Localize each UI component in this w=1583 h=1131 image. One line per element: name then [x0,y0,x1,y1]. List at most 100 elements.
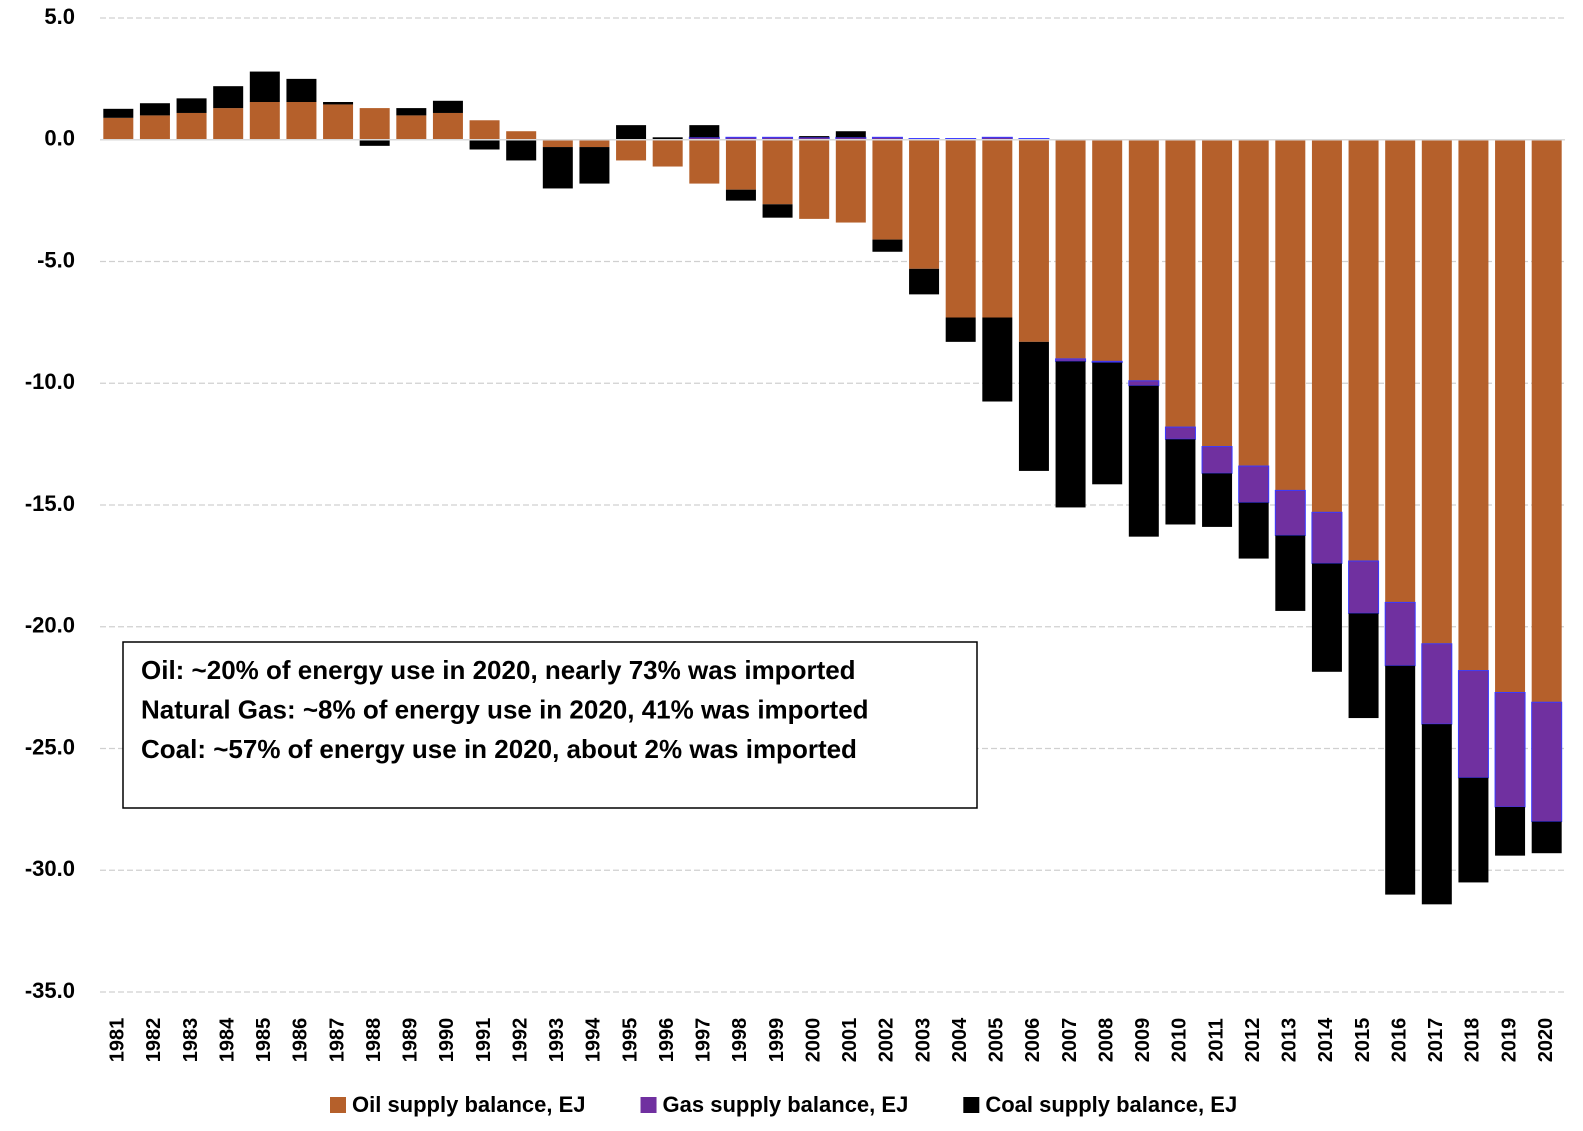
bar [1421,139,1452,644]
x-tick-label: 2001 [839,1018,861,1063]
bar [652,137,683,140]
bar [762,139,793,205]
bar [1165,139,1196,428]
legend-label: Gas supply balance, EJ [663,1092,909,1117]
bar [286,78,317,103]
bar [1238,502,1269,559]
bar [1092,139,1123,362]
x-tick-label: 1988 [363,1018,385,1063]
bar [1531,821,1562,854]
bar [1202,473,1233,527]
x-tick-label: 1987 [326,1018,348,1063]
y-tick-label: -30.0 [25,856,75,881]
y-tick-label: -25.0 [25,734,75,759]
bar [542,139,573,148]
bar [945,139,976,318]
y-tick-label: -20.0 [25,613,75,638]
bar [1348,560,1380,614]
bar [762,204,793,218]
bar [1348,139,1379,562]
bar [689,139,720,184]
bar [249,71,280,103]
x-tick-label: 2014 [1315,1017,1337,1062]
bar [1348,613,1379,719]
bar [1202,139,1233,447]
bar [506,139,537,161]
bar [1421,643,1453,725]
bar [872,139,903,240]
bar [432,100,463,113]
x-tick-label: 1992 [509,1018,531,1063]
bar [616,139,647,161]
x-tick-label: 1981 [107,1018,129,1063]
bar [982,317,1013,402]
bar [1311,511,1343,564]
bar [1495,806,1526,856]
bar [176,98,207,113]
bar [323,102,354,105]
bar [286,102,317,140]
annotation: Coal: ~57% of energy use in 2020, about … [141,734,857,764]
x-tick-label: 1990 [436,1018,458,1063]
y-tick-label: 0.0 [44,126,75,151]
bar [1238,465,1270,504]
bar [359,139,390,146]
legend-label: Oil supply balance, EJ [352,1092,586,1117]
bar [1458,777,1489,883]
y-tick-label: 5.0 [44,4,75,29]
x-tick-label: 1994 [583,1017,605,1062]
bar [1495,139,1526,693]
x-tick-label: 1991 [473,1018,495,1063]
bar [249,102,280,140]
bar [506,131,537,140]
x-tick-label: 1993 [546,1018,568,1063]
bar [213,108,244,140]
x-tick-label: 1998 [729,1018,751,1063]
bar [982,139,1013,318]
x-tick-label: 1982 [143,1018,165,1063]
x-tick-label: 2020 [1535,1018,1557,1063]
bar [799,136,830,138]
bar [1385,139,1416,603]
bar [945,317,976,342]
x-tick-label: 1989 [400,1018,422,1063]
bar [1055,361,1086,508]
bar [323,104,354,140]
x-tick-label: 2007 [1059,1018,1081,1063]
bar [1458,139,1489,671]
bar [725,189,756,201]
bar [176,112,207,140]
x-tick-label: 1997 [693,1018,715,1063]
bar [1238,139,1269,467]
bar [579,147,610,184]
bar [396,108,427,116]
bar [1055,139,1086,359]
bar [396,115,427,140]
x-tick-label: 2002 [876,1018,898,1063]
x-tick-label: 2010 [1169,1018,1191,1063]
x-tick-label: 2000 [802,1018,824,1063]
bar [542,147,573,189]
x-tick-label: 1986 [290,1018,312,1063]
x-tick-label: 1999 [766,1018,788,1063]
x-tick-label: 2006 [1022,1018,1044,1063]
x-tick-label: 2015 [1352,1018,1374,1063]
bar [139,115,170,140]
bar [835,131,866,138]
x-tick-label: 2009 [1132,1018,1154,1063]
y-tick-label: -15.0 [25,491,75,516]
y-tick-label: -35.0 [25,978,75,1003]
bar [1531,139,1562,703]
bar [1201,446,1233,474]
bar [1421,724,1452,905]
bar [1311,563,1342,672]
bar [359,108,390,140]
bar [103,108,134,118]
x-tick-label: 1995 [619,1018,641,1063]
bar [1091,360,1123,364]
bar [689,125,720,138]
bar [432,112,463,140]
bar [1018,341,1049,471]
x-tick-label: 2017 [1425,1018,1447,1063]
